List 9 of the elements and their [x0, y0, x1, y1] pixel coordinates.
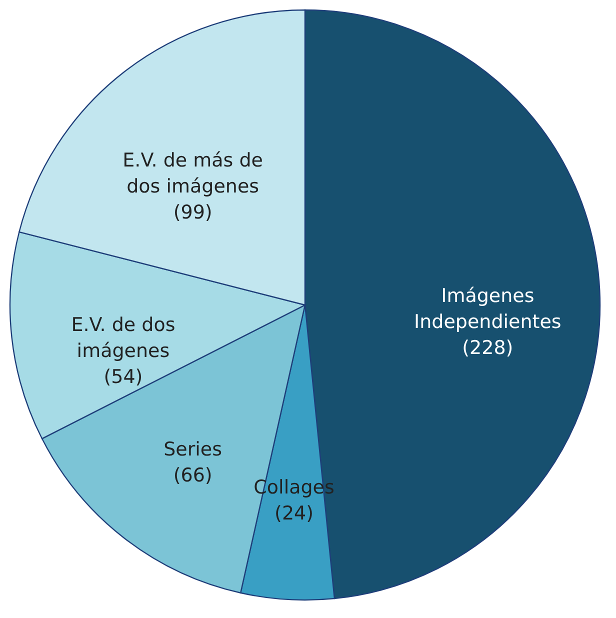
data-label: (66) [173, 464, 212, 486]
slice-label: Imágenes Independientes [414, 284, 562, 333]
slice-label: E.V. de dos imágenes [71, 314, 176, 362]
data-label: (228) [462, 336, 514, 359]
data-label: (54) [104, 366, 143, 388]
slice-label: E.V. de más de dos imágenes [122, 150, 263, 198]
data-label: (24) [274, 502, 314, 525]
data-label: (99) [173, 202, 212, 224]
slice-label: Series [164, 438, 222, 460]
